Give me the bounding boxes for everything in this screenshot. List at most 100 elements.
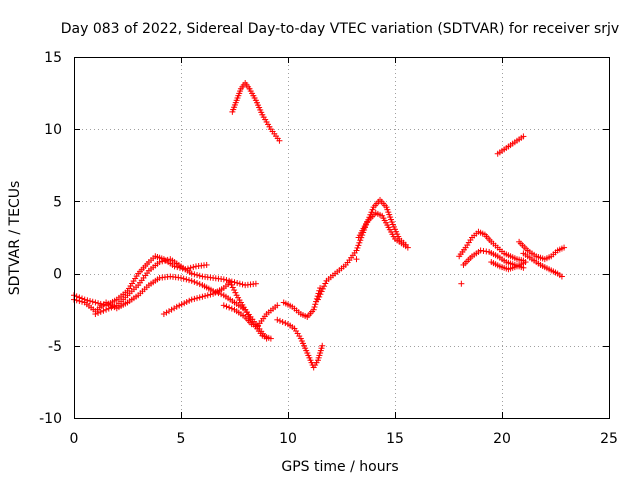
data-point: [188, 296, 195, 303]
data-points: [71, 79, 568, 371]
data-point: [178, 274, 184, 281]
data-point: [160, 311, 167, 318]
data-point: [108, 304, 115, 311]
data-point: [180, 275, 187, 282]
x-axis-label: GPS time / hours: [281, 459, 398, 475]
data-point: [312, 301, 319, 308]
data-point: [279, 318, 286, 325]
data-point: [561, 244, 568, 251]
data-point: [199, 293, 206, 300]
data-point: [252, 280, 259, 287]
data-point: [223, 303, 230, 310]
x-tick-label: 25: [600, 431, 618, 447]
data-point: [314, 296, 321, 303]
data-point: [267, 335, 274, 342]
data-point: [171, 305, 178, 312]
data-point: [274, 302, 281, 309]
data-point: [95, 300, 102, 307]
data-point: [79, 298, 86, 305]
data-point: [317, 291, 324, 298]
plot-frame: [74, 57, 610, 419]
data-point: [97, 308, 104, 315]
y-tick-label: 10: [44, 122, 62, 138]
x-axis-tick-labels: 0 5 10 15 20 25: [70, 431, 618, 447]
data-point: [194, 279, 201, 286]
data-point: [190, 264, 197, 271]
data-point: [196, 281, 203, 288]
data-point: [168, 306, 175, 313]
data-point: [204, 292, 211, 299]
data-point: [321, 283, 328, 290]
data-point: [276, 317, 283, 324]
x-tick-label: 0: [70, 431, 79, 447]
data-point: [316, 293, 323, 300]
data-point: [226, 277, 233, 284]
data-point: [558, 273, 565, 280]
data-point: [194, 295, 201, 302]
data-point: [188, 277, 195, 284]
chart-title: Day 083 of 2022, Sidereal Day-to-day VTE…: [61, 21, 619, 37]
data-point: [218, 291, 225, 298]
y-axis-tick-labels: -10 -5 0 5 10 15: [39, 50, 62, 427]
data-point: [404, 244, 411, 251]
data-point: [522, 259, 529, 266]
y-tick-label: 5: [53, 194, 62, 210]
y-tick-label: -10: [39, 411, 62, 427]
data-point: [186, 277, 193, 284]
data-point: [220, 302, 227, 309]
grid-lines: [74, 57, 609, 418]
data-point: [227, 279, 234, 286]
data-point: [226, 304, 233, 311]
data-point: [187, 264, 194, 271]
data-point: [111, 303, 118, 310]
data-point: [356, 239, 363, 246]
data-point: [520, 133, 527, 140]
data-point: [87, 298, 94, 305]
data-point: [353, 247, 360, 254]
data-point: [228, 281, 235, 288]
data-point: [369, 206, 376, 213]
x-tick-label: 10: [279, 431, 297, 447]
data-point: [163, 309, 170, 316]
data-point: [161, 257, 168, 264]
data-point: [103, 306, 110, 313]
data-point: [322, 280, 329, 287]
data-point: [310, 306, 317, 313]
data-point: [276, 137, 283, 144]
data-point: [100, 307, 107, 314]
x-tick-label: 15: [386, 431, 404, 447]
data-point: [196, 294, 203, 301]
data-point: [229, 284, 236, 291]
data-point: [234, 279, 241, 286]
data-point: [202, 292, 209, 299]
data-point: [92, 311, 99, 318]
data-point: [231, 287, 238, 294]
x-tick-label: 5: [177, 431, 186, 447]
data-point: [196, 272, 203, 279]
data-point: [318, 288, 325, 295]
x-tick-label: 20: [493, 431, 511, 447]
data-point: [92, 299, 99, 306]
data-point: [228, 305, 235, 312]
data-point: [282, 320, 289, 327]
data-point: [76, 298, 83, 305]
data-point: [191, 271, 198, 278]
data-point: [188, 270, 195, 277]
data-point: [194, 272, 201, 279]
data-point: [236, 280, 243, 287]
data-point: [274, 316, 281, 323]
data-point: [355, 242, 362, 249]
data-point: [354, 244, 361, 251]
data-point: [95, 309, 102, 316]
data-point: [183, 276, 190, 283]
y-tick-label: -5: [48, 339, 62, 355]
data-point: [105, 305, 112, 312]
data-point: [166, 308, 173, 315]
data-point: [164, 256, 171, 263]
y-tick-label: 0: [53, 267, 62, 283]
data-point: [191, 295, 198, 302]
axis-ticks: [74, 57, 610, 419]
data-point: [353, 256, 360, 263]
data-point: [220, 276, 227, 283]
